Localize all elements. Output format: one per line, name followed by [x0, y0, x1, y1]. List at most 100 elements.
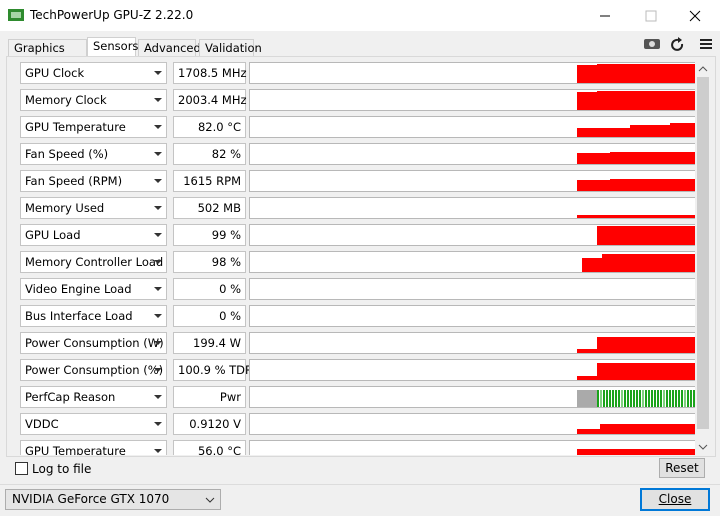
sensor-value: 1708.5 MHz — [173, 62, 247, 84]
gpu-select-text: NVIDIA GeForce GTX 1070 — [12, 492, 170, 506]
graph-plot — [577, 215, 696, 218]
separator — [0, 484, 720, 485]
sensor-name-text: Memory Controller Load — [25, 255, 164, 269]
sensor-value: 56.0 °C — [173, 440, 246, 455]
window-controls[interactable] — [590, 8, 710, 24]
dropdown-arrow[interactable] — [154, 341, 162, 345]
sensor-value: Pwr — [173, 386, 246, 408]
title-bar: TechPowerUp GPU-Z 2.22.0 — [0, 0, 720, 31]
dropdown-arrow[interactable] — [154, 287, 162, 291]
sensor-name-text: Memory Used — [25, 201, 105, 215]
sensor-graph — [249, 197, 697, 219]
graph-fill — [630, 125, 670, 137]
log-checkbox[interactable] — [15, 462, 28, 475]
sensor-name[interactable]: Fan Speed (%) — [20, 143, 167, 165]
dropdown-arrow[interactable] — [154, 260, 162, 264]
sensor-value: 0.9120 V — [173, 413, 246, 435]
sensor-graph — [249, 332, 697, 354]
graph-fill — [670, 123, 696, 137]
graph-plot — [250, 279, 696, 299]
sensor-value: 98 % — [173, 251, 246, 273]
sensor-name[interactable]: Power Consumption (%) — [20, 359, 167, 381]
sensor-name[interactable]: GPU Temperature — [20, 116, 167, 138]
sensor-name[interactable]: GPU Load — [20, 224, 167, 246]
sensor-name[interactable]: Power Consumption (W) — [20, 332, 167, 354]
sensor-graph — [249, 143, 697, 165]
dropdown-arrow[interactable] — [154, 314, 162, 318]
app-icon — [8, 9, 24, 21]
sensor-name[interactable]: Memory Controller Load — [20, 251, 167, 273]
tab[interactable]: Advanced — [138, 39, 201, 57]
sensor-value: 1615 RPM — [173, 170, 246, 192]
sensor-name[interactable]: VDDC — [20, 413, 167, 435]
sensor-value: 100.9 % TDP — [173, 359, 252, 381]
sensor-graph — [249, 440, 697, 455]
graph-plot — [577, 179, 696, 191]
graph-fill — [597, 64, 696, 83]
sensor-name-text: Video Engine Load — [25, 282, 132, 296]
dropdown-arrow[interactable] — [154, 449, 162, 453]
graph-fill — [610, 179, 696, 191]
sensor-name[interactable]: Memory Used — [20, 197, 167, 219]
dropdown-arrow[interactable] — [154, 233, 162, 237]
graph-plot — [577, 449, 696, 455]
sensor-list: GPU Clock 1708.5 MHz Memory Clock 2003.4 MH… — [13, 62, 697, 455]
dropdown-arrow[interactable] — [154, 368, 162, 372]
graph-fill — [597, 91, 696, 110]
graph-plot — [577, 64, 696, 83]
graph-fill — [577, 180, 610, 191]
sensor-name[interactable]: Bus Interface Load — [20, 305, 167, 327]
sensor-value: 99 % — [173, 224, 246, 246]
tab[interactable]: Graphics Card — [8, 39, 87, 69]
graph-plot — [577, 337, 696, 353]
sensor-name[interactable]: GPU Clock — [20, 62, 167, 84]
gpu-select[interactable]: NVIDIA GeForce GTX 1070 — [5, 489, 221, 510]
sensor-name[interactable]: Memory Clock — [20, 89, 167, 111]
sensor-graph — [249, 359, 697, 381]
scrollbar[interactable] — [695, 61, 711, 455]
dropdown-arrow[interactable] — [154, 206, 162, 210]
graph-fill — [600, 424, 696, 434]
sensor-name[interactable]: Video Engine Load — [20, 278, 167, 300]
graph-fill — [610, 152, 696, 164]
sensor-value: 0 % — [173, 305, 246, 327]
graph-fill — [577, 92, 597, 110]
dropdown-arrow[interactable] — [154, 395, 162, 399]
graph-fill — [597, 363, 696, 380]
reset-button[interactable]: Reset — [659, 458, 705, 478]
dropdown-arrow[interactable] — [154, 152, 162, 156]
dropdown-arrow[interactable] — [154, 125, 162, 129]
sensor-graph — [249, 278, 697, 300]
dropdown-arrow[interactable] — [154, 71, 162, 75]
sensor-name[interactable]: Fan Speed (RPM) — [20, 170, 167, 192]
sensor-graph — [249, 305, 697, 327]
graph-fill — [597, 337, 696, 353]
graph-fill — [577, 376, 597, 380]
graph-fill — [577, 349, 597, 353]
dropdown-arrow[interactable] — [154, 422, 162, 426]
tab[interactable]: Sensors — [87, 37, 138, 57]
sensor-value: 2003.4 MHz — [173, 89, 247, 111]
sensor-graph — [249, 89, 697, 111]
dropdown-arrow[interactable] — [154, 98, 162, 102]
graph-plot — [577, 91, 696, 110]
sensor-graph — [249, 386, 697, 408]
graph-plot — [582, 254, 696, 272]
sensor-name[interactable]: GPU Temperature — [20, 440, 167, 455]
sensor-name[interactable]: PerfCap Reason — [20, 386, 167, 408]
toolbar-icons[interactable] — [642, 35, 714, 51]
graph-fill — [582, 258, 602, 272]
sensor-value: 82.0 °C — [173, 116, 246, 138]
sensor-name-text: GPU Temperature — [25, 120, 126, 134]
dropdown-arrow[interactable] — [154, 179, 162, 183]
sensor-name-text: GPU Load — [25, 228, 81, 242]
sensor-value: 0 % — [173, 278, 246, 300]
tab[interactable]: Validation — [199, 39, 262, 57]
sensor-name-text: GPU Clock — [25, 66, 85, 80]
graph-fill — [577, 153, 610, 164]
sensor-graph — [249, 413, 697, 435]
close-button[interactable]: Close — [640, 488, 710, 511]
sensor-name-text: PerfCap Reason — [25, 390, 116, 404]
sensor-graph — [249, 116, 697, 138]
